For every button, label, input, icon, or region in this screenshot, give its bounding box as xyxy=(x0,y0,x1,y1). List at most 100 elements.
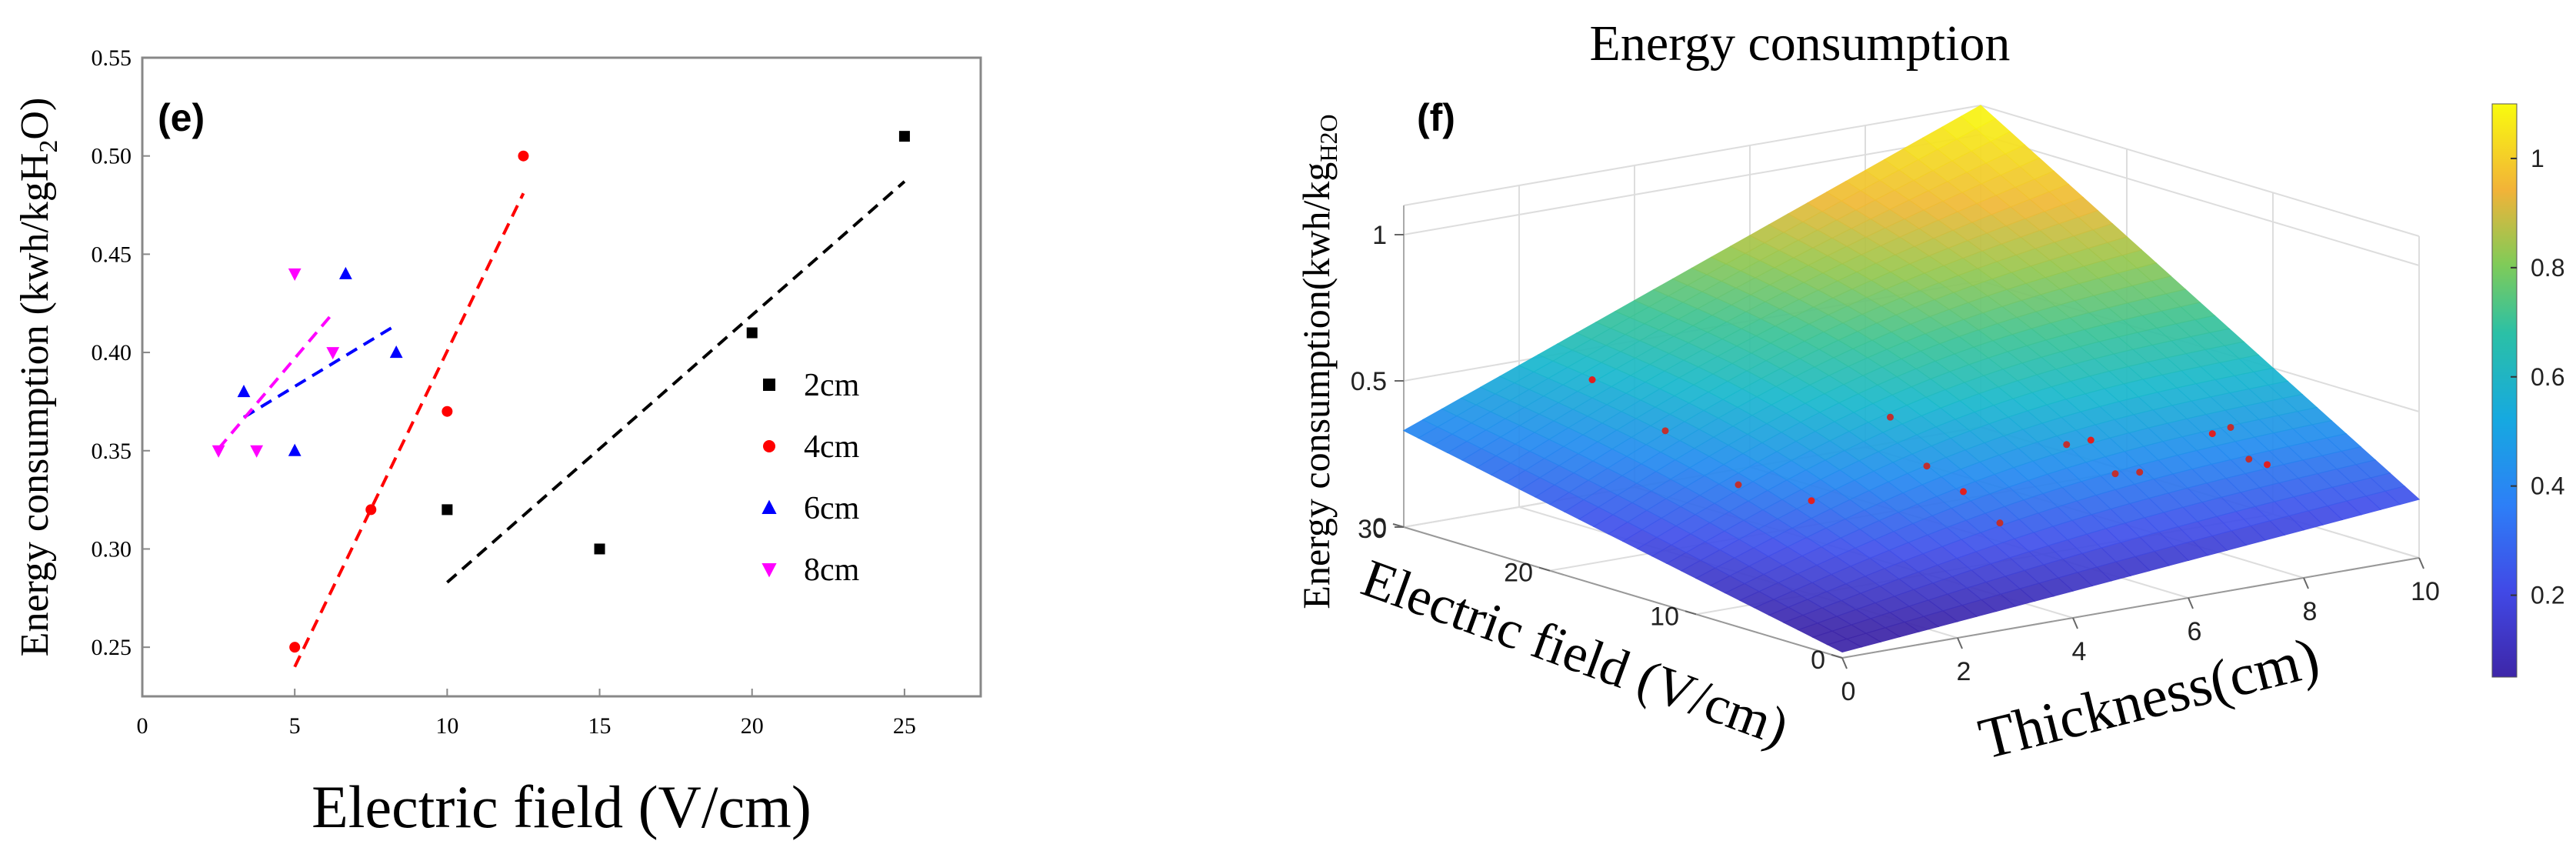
x-tick-label: 5 xyxy=(289,713,301,739)
grid-line xyxy=(1403,105,1981,206)
data-point xyxy=(288,268,302,282)
grid-line xyxy=(1403,526,1843,659)
legend-label: 8cm xyxy=(804,552,860,588)
x-tick-label: 20 xyxy=(741,713,764,739)
data-points-e xyxy=(212,131,910,653)
y-axis-label-e-tail: O) xyxy=(13,98,57,140)
surface-point xyxy=(1923,462,1931,470)
colorbar-tick-label: 0.6 xyxy=(2531,363,2564,391)
energy-surface xyxy=(1402,105,2421,653)
legend-marker xyxy=(761,499,777,514)
y-tick-mark xyxy=(1831,654,1843,659)
y-axis-label-e-sub: 2 xyxy=(35,140,63,153)
tick-label: 0 xyxy=(1841,677,1856,706)
surface-point xyxy=(2063,441,2071,449)
surface-point xyxy=(2111,470,2119,478)
x-tick-mark xyxy=(1957,637,1963,649)
legend-label: 4cm xyxy=(804,429,860,465)
surface-point xyxy=(2087,436,2094,444)
grid-line xyxy=(1980,134,2420,266)
y-axis-label-e-main: Energy consumption (kwh/kgH xyxy=(13,153,57,657)
x-tick-label: 0 xyxy=(137,713,148,739)
surface-point xyxy=(1996,519,2004,527)
data-point xyxy=(288,443,302,456)
data-point xyxy=(365,504,377,516)
y-tick-label: 0.45 xyxy=(92,242,132,267)
fit-line xyxy=(446,180,906,584)
panel-label-e: (e) xyxy=(158,96,205,139)
grid-line xyxy=(1403,134,1981,235)
plot-frame-e xyxy=(141,56,982,698)
z-axis-label-f-main: Energy consumption(kwh/kg xyxy=(1295,162,1338,609)
surface-points xyxy=(1588,376,2271,527)
legend-marker xyxy=(761,563,777,578)
tick-label: 6 xyxy=(2188,617,2202,646)
y-tick-label: 0.25 xyxy=(92,635,132,660)
x-tick-mark xyxy=(2188,597,2194,609)
colorbar-tick-label: 0.2 xyxy=(2531,582,2564,609)
tick-label: 8 xyxy=(2303,597,2318,626)
z-axis-label-f-sub: H2O xyxy=(1315,114,1342,162)
data-point xyxy=(237,385,251,398)
x-axis-ticks-e: 0 5 10 15 20 25 xyxy=(137,689,916,739)
data-point xyxy=(898,131,910,142)
x-axis-label-e: Electric field (V/cm) xyxy=(312,773,811,840)
tick-label: 10 xyxy=(1650,602,1679,631)
legend-label: 6cm xyxy=(804,491,860,526)
surface-point xyxy=(2264,461,2271,469)
data-point xyxy=(389,345,403,359)
surface-point xyxy=(2208,430,2216,438)
fit-line xyxy=(293,192,525,668)
surface-patch xyxy=(1960,105,1997,130)
x-tick-mark xyxy=(1841,657,1848,669)
fit-line xyxy=(242,323,398,419)
x-tick-label: 10 xyxy=(435,713,458,739)
panel-e: (e) 0.25 0.30 0.35 0.40 0.45 0.50 0.55 0 5 10 15 2… xyxy=(13,45,982,840)
x-axis-label-f: Thickness(cm) xyxy=(1973,625,2326,772)
surface-point xyxy=(1808,497,1815,505)
x-tick-mark xyxy=(2303,577,2309,589)
tick-label: 4 xyxy=(2072,637,2087,666)
colorbar-ticks: 0.2 0.4 0.6 0.8 1 xyxy=(2511,145,2564,609)
fit-line xyxy=(217,312,335,450)
tick-label: 0 xyxy=(1811,646,1825,675)
x-tick-label: 25 xyxy=(893,713,916,739)
colorbar-tick-label: 0.8 xyxy=(2531,254,2564,282)
grid-line xyxy=(1980,105,2420,237)
fit-lines-e xyxy=(217,180,906,668)
legend-marker xyxy=(763,440,775,452)
tick-label: 2 xyxy=(1957,657,1971,686)
legend-label: 2cm xyxy=(804,368,860,403)
y-tick-label: 0.35 xyxy=(92,439,132,464)
colorbar xyxy=(2491,103,2518,678)
y-tick-label: 0.50 xyxy=(92,144,132,169)
data-point xyxy=(212,445,225,458)
tick-label: 0 xyxy=(1372,513,1387,542)
surface-point xyxy=(1588,376,1596,384)
tick-label: 0.5 xyxy=(1351,367,1387,396)
colorbar-tick-label: 1 xyxy=(2531,145,2544,172)
y-tick-label: 0.55 xyxy=(92,45,132,71)
surface-point xyxy=(2227,423,2234,431)
tick-label: 30 xyxy=(1358,515,1387,544)
tick-label: 10 xyxy=(2411,577,2440,606)
grid-line xyxy=(1841,557,2420,659)
data-point xyxy=(326,347,340,360)
y-tick-label: 0.30 xyxy=(92,536,132,562)
data-point xyxy=(338,266,352,279)
data-point xyxy=(289,642,301,653)
y-tick-mark xyxy=(1538,566,1551,572)
surface-point xyxy=(1960,488,1967,496)
data-point xyxy=(746,327,758,339)
surface-point xyxy=(2245,456,2253,463)
surface-point xyxy=(1887,413,1894,421)
legend-marker xyxy=(763,379,775,391)
y-axis-label-e: Energy consumption (kwh/kgH2O) xyxy=(13,98,63,657)
surface-point xyxy=(1661,427,1669,435)
data-point xyxy=(594,543,605,555)
y-tick-label: 0.40 xyxy=(92,340,132,365)
surface-point xyxy=(1735,481,1742,489)
x-tick-label: 15 xyxy=(588,713,612,739)
